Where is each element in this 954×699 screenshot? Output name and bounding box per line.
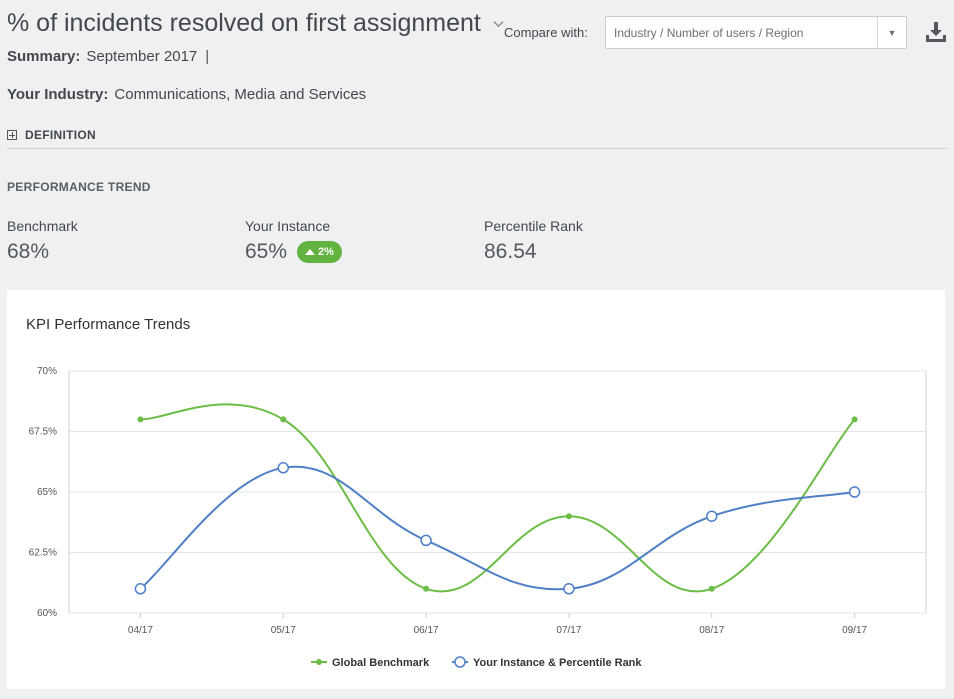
percentile-label: Percentile Rank: [484, 218, 583, 234]
x-tick-label: 09/17: [842, 625, 867, 636]
y-tick-label: 70%: [37, 366, 57, 377]
x-tick-label: 08/17: [699, 625, 724, 636]
summary-separator: |: [205, 48, 210, 65]
instance-value: 65%: [245, 240, 288, 263]
benchmark-point: [280, 416, 287, 423]
x-tick-label: 04/17: [128, 625, 153, 636]
legend-instance-label: Your Instance & Percentile Rank: [473, 657, 642, 669]
y-tick-label: 67.5%: [29, 427, 57, 438]
instance-point: [563, 583, 575, 595]
instance-metric: Your Instance 65% 2%: [245, 218, 342, 264]
delta-badge: 2%: [297, 241, 342, 263]
benchmark-point: [423, 585, 430, 592]
instance-point: [277, 462, 289, 474]
y-tick-label: 65%: [37, 487, 57, 498]
summary-label: Summary:: [7, 48, 81, 65]
y-tick-label: 60%: [37, 608, 57, 619]
summary: Summary: September 2017 |: [7, 48, 209, 65]
legend-benchmark-marker: [316, 659, 322, 665]
benchmark-metric: Benchmark 68%: [7, 218, 78, 264]
x-tick-label: 07/17: [556, 625, 581, 636]
benchmark-point: [565, 513, 572, 520]
industry: Your Industry: Communications, Media and …: [7, 86, 366, 103]
instance-label: Your Instance: [245, 218, 331, 234]
instance-point: [420, 534, 432, 547]
instance-point: [706, 510, 718, 522]
expand-plus-icon: [7, 130, 17, 140]
divider: [7, 148, 947, 149]
delta-value: 2%: [318, 246, 334, 258]
chevron-down-icon[interactable]: [493, 18, 504, 29]
benchmark-value: 68%: [7, 240, 50, 263]
legend-instance-marker: [454, 656, 466, 668]
benchmark-point: [137, 416, 144, 423]
page-title[interactable]: % of incidents resolved on first assignm…: [7, 9, 504, 38]
compare-placeholder: Industry / Number of users / Region: [614, 25, 804, 40]
dropdown-arrow-icon[interactable]: ▼: [877, 17, 906, 48]
kpi-line-chart: 60% 62.5% 65% 67.5% 70% 04/17 05/17 06/17 07/17 0…: [29, 366, 927, 669]
benchmark-point: [708, 585, 715, 592]
summary-value: September 2017: [86, 48, 198, 65]
series-line-benchmark: [140, 403, 856, 593]
triangle-up-icon: [305, 249, 316, 255]
download-icon[interactable]: [924, 20, 948, 44]
performance-trend-heading: PERFORMANCE TREND: [7, 180, 151, 194]
industry-label: Your Industry:: [7, 86, 109, 103]
benchmark-label: Benchmark: [7, 218, 78, 234]
instance-point: [134, 583, 147, 595]
benchmark-point: [851, 416, 858, 423]
instance-point: [848, 486, 861, 498]
page-title-text: % of incidents resolved on first assignm…: [7, 9, 481, 37]
percentile-metric: Percentile Rank 86.54: [484, 218, 583, 264]
legend-benchmark-label: Global Benchmark: [332, 657, 430, 669]
compare-label: Compare with:: [504, 25, 588, 40]
definition-label: DEFINITION: [25, 128, 96, 142]
definition-toggle[interactable]: DEFINITION: [7, 128, 96, 142]
chart-title: KPI Performance Trends: [26, 316, 191, 333]
series-line-instance: [139, 465, 855, 591]
y-tick-label: 62.5%: [29, 548, 57, 559]
industry-value: Communications, Media and Services: [114, 86, 367, 103]
compare-select[interactable]: Industry / Number of users / Region ▼: [605, 16, 907, 49]
chart-card: KPI Performance Trends 60% 62.5% 65% 67.5% 7…: [7, 290, 945, 689]
percentile-value: 86.54: [484, 240, 537, 263]
x-tick-label: 05/17: [271, 625, 296, 636]
x-tick-label: 06/17: [414, 625, 439, 636]
